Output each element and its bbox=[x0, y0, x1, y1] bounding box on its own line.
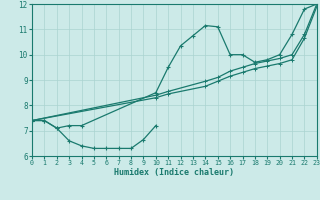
X-axis label: Humidex (Indice chaleur): Humidex (Indice chaleur) bbox=[115, 168, 234, 177]
